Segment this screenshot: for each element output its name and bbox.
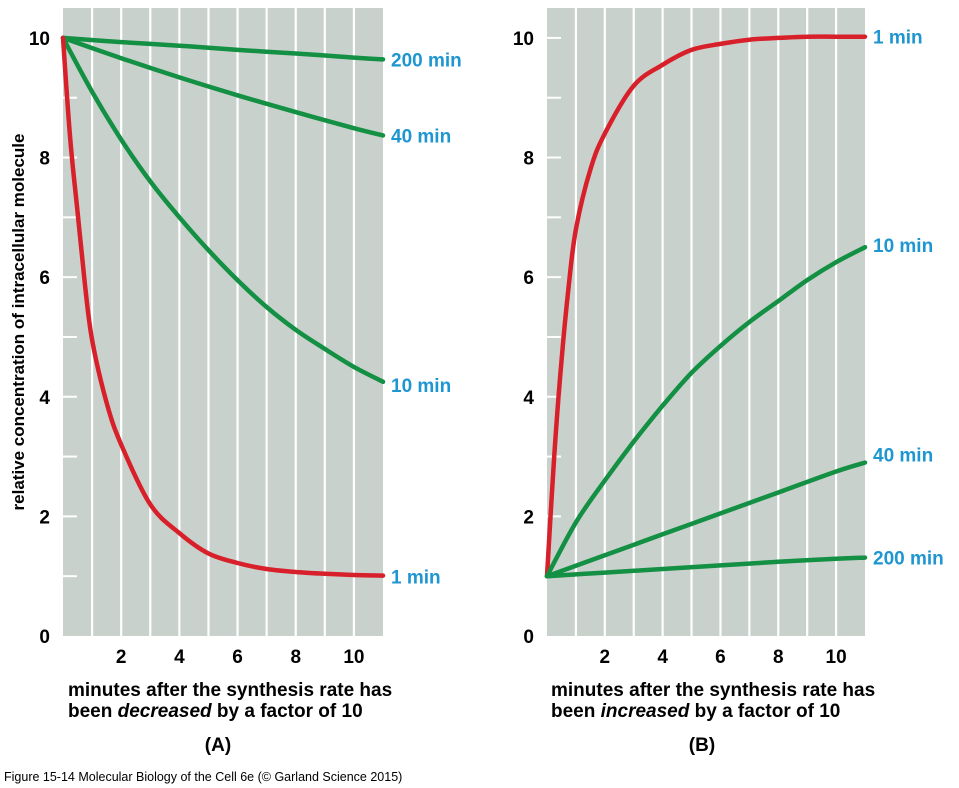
series-line-b-1-min	[544, 34, 868, 579]
x-axis-label-b-after: by a factor of 10	[689, 701, 840, 722]
y-tick-label-a-4: 4	[39, 388, 50, 409]
series-line-b-200-min	[544, 555, 868, 579]
series-labels-b: 1 min 10 min 40 min 200 min	[873, 28, 944, 570]
ticks-a: 0 2 4 6 8 10 2 4 6 8 10	[29, 29, 365, 668]
y-tick-label-b-0: 0	[523, 627, 534, 648]
x-tick-label-b-2: 2	[600, 647, 611, 668]
series-a	[60, 35, 386, 578]
x-axis-label-a-emph: decreased	[118, 701, 212, 722]
series-label-a-10-min: 10 min	[391, 376, 451, 397]
figure-caption: Figure 15-14 Molecular Biology of the Ce…	[4, 770, 402, 784]
y-tick-label-a-0: 0	[39, 627, 50, 648]
y-tick-label-b-6: 6	[523, 268, 534, 289]
y-tick-label-a-10: 10	[29, 29, 50, 50]
y-tick-label-b-8: 8	[523, 149, 534, 170]
panel-label-b: (B)	[689, 735, 715, 756]
y-axis-label: relative concentration of intracellular …	[9, 134, 28, 511]
series-b	[544, 34, 868, 579]
plot-area-b	[547, 8, 865, 636]
series-line-b-10-min	[544, 244, 868, 579]
series-line-a-40-min	[60, 35, 386, 138]
panel-a: 0 2 4 6 8 10 2 4 6 8 10 200 min 40 min 10 min 1 min r…	[9, 8, 462, 756]
x-tick-label-b-10: 10	[826, 647, 847, 668]
grid-a	[90, 8, 356, 636]
series-line-a-200-min	[60, 35, 386, 62]
x-tick-label-b-8: 8	[773, 647, 784, 668]
x-tick-label-a-4: 4	[174, 647, 185, 668]
x-axis-label-b-before: been	[551, 701, 601, 722]
y-tick-label-b-4: 4	[523, 388, 534, 409]
panel-b: 0 2 4 6 8 10 2 4 6 8 10 1 min 10 min 40 min 200 min m…	[513, 8, 944, 756]
panel-label-a: (A)	[205, 735, 231, 756]
x-axis-label-a-before: been	[68, 701, 118, 722]
y-tick-label-a-6: 6	[39, 268, 50, 289]
series-label-b-40-min: 40 min	[873, 446, 933, 467]
y-tick-label-b-2: 2	[523, 507, 534, 528]
series-line-a-10-min	[60, 35, 386, 385]
x-axis-label-a-line2: been decreased by a factor of 10	[68, 701, 363, 722]
x-tick-label-a-6: 6	[232, 647, 243, 668]
series-label-b-10-min: 10 min	[873, 236, 933, 257]
series-label-b-200-min: 200 min	[873, 549, 944, 570]
series-label-a-200-min: 200 min	[391, 50, 462, 71]
series-label-a-40-min: 40 min	[391, 126, 451, 147]
series-label-a-1-min: 1 min	[391, 568, 441, 589]
y-tick-label-a-8: 8	[39, 149, 50, 170]
x-tick-label-a-10: 10	[343, 647, 364, 668]
series-line-a-1-min	[60, 35, 386, 578]
plot-area-a	[63, 8, 383, 636]
x-axis-label-b-line1: minutes after the synthesis rate has	[551, 680, 875, 701]
series-label-b-1-min: 1 min	[873, 28, 923, 49]
series-labels-a: 200 min 40 min 10 min 1 min	[391, 50, 462, 588]
x-tick-label-b-6: 6	[715, 647, 726, 668]
x-axis-label-b-emph: increased	[601, 701, 690, 722]
x-axis-label-a-after: by a factor of 10	[212, 701, 363, 722]
ticks-b: 0 2 4 6 8 10 2 4 6 8 10	[513, 29, 847, 668]
x-axis-label-b-line2: been increased by a factor of 10	[551, 701, 840, 722]
x-axis-label-a-line1: minutes after the synthesis rate has	[68, 680, 392, 701]
y-tick-label-a-2: 2	[39, 507, 50, 528]
x-tick-label-b-4: 4	[657, 647, 668, 668]
x-tick-label-a-2: 2	[116, 647, 127, 668]
x-tick-label-a-8: 8	[290, 647, 301, 668]
grid-b	[574, 8, 838, 636]
y-tick-label-b-10: 10	[513, 29, 534, 50]
series-line-b-40-min	[544, 460, 868, 579]
